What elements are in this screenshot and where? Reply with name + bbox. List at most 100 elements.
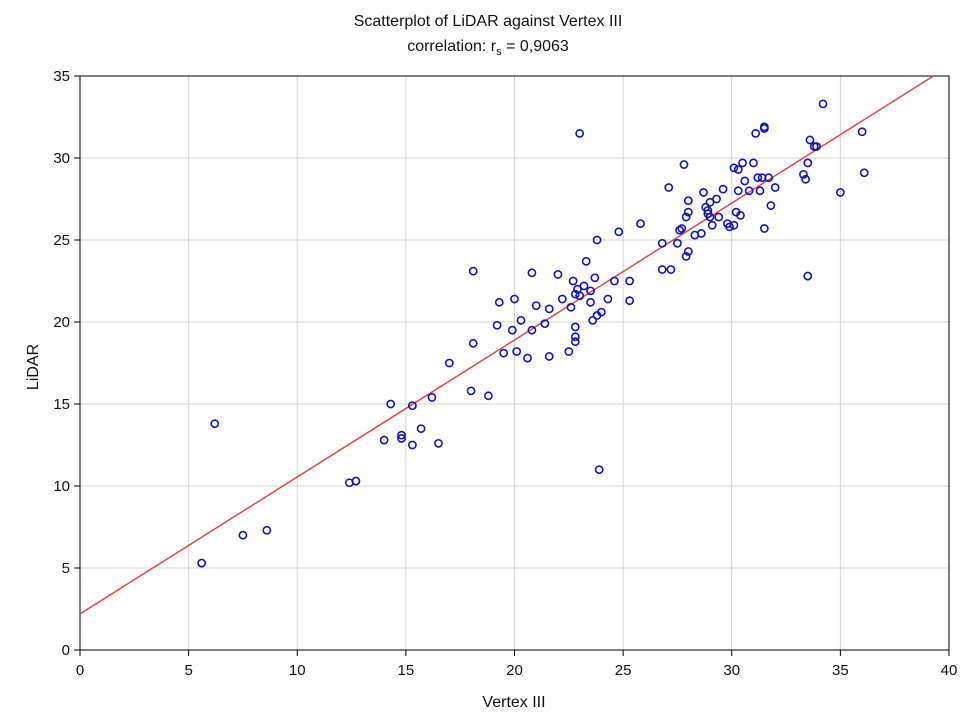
data-point xyxy=(379,435,389,445)
y-tick-label: 30 xyxy=(53,150,70,167)
data-point xyxy=(835,188,845,197)
data-point xyxy=(705,212,715,222)
data-point xyxy=(759,224,769,233)
data-point xyxy=(351,476,361,486)
data-point xyxy=(729,163,739,173)
x-tick-label: 30 xyxy=(723,662,740,679)
fit-line-layer xyxy=(79,75,934,615)
data-point xyxy=(733,165,743,174)
data-point xyxy=(603,294,613,304)
data-point xyxy=(434,438,443,448)
data-point xyxy=(683,207,693,217)
x-axis-label: Vertex III xyxy=(482,694,545,711)
data-point xyxy=(544,352,554,361)
x-tick-label: 25 xyxy=(615,662,632,679)
y-tick-label: 0 xyxy=(62,642,70,659)
data-point xyxy=(581,256,591,266)
data-point xyxy=(586,286,595,296)
y-tick-label: 20 xyxy=(53,314,70,331)
data-point xyxy=(540,319,550,329)
data-point xyxy=(566,302,576,312)
data-point xyxy=(570,322,580,332)
data-point xyxy=(753,173,763,183)
data-point xyxy=(696,229,706,238)
data-point xyxy=(507,325,517,335)
subtitle-suffix: = 0,9063 xyxy=(502,38,569,55)
data-point xyxy=(657,238,667,248)
y-tick-label: 15 xyxy=(53,396,70,413)
subtitle-subscript: s xyxy=(496,46,502,58)
data-point xyxy=(625,276,635,286)
data-point xyxy=(673,238,682,248)
y-tick-label: 25 xyxy=(53,232,70,249)
data-point xyxy=(407,440,417,450)
data-point xyxy=(238,530,248,540)
data-point xyxy=(468,266,478,276)
subtitle-prefix: correlation: r xyxy=(407,38,497,55)
data-point xyxy=(564,347,574,356)
data-point xyxy=(588,315,598,325)
data-point xyxy=(516,315,526,325)
data-point xyxy=(733,186,743,196)
data-point xyxy=(803,271,813,281)
data-point xyxy=(610,276,619,286)
data-point xyxy=(818,99,828,109)
data-point xyxy=(579,281,589,291)
data-point xyxy=(492,320,502,330)
regression-line xyxy=(79,75,934,615)
data-point xyxy=(683,196,693,206)
data-point xyxy=(568,276,578,286)
x-tick-label: 35 xyxy=(832,662,849,679)
x-tick-label: 40 xyxy=(941,662,958,679)
data-point xyxy=(512,347,522,356)
data-point xyxy=(805,135,815,145)
data-point xyxy=(699,188,708,197)
data-point xyxy=(625,296,635,306)
data-point xyxy=(751,128,761,138)
data-point xyxy=(759,122,769,132)
data-point xyxy=(859,168,869,178)
data-point xyxy=(664,183,674,192)
data-point xyxy=(427,393,437,402)
data-point xyxy=(499,348,509,358)
data-point xyxy=(812,142,821,151)
data-point xyxy=(592,235,602,245)
data-point xyxy=(801,174,811,184)
data-point xyxy=(468,338,478,348)
data-point xyxy=(681,251,691,261)
data-point xyxy=(803,158,813,168)
data-point xyxy=(707,220,717,230)
data-point xyxy=(262,525,272,535)
data-point xyxy=(523,353,532,363)
y-tick-label: 35 xyxy=(53,68,70,85)
data-point xyxy=(210,419,220,429)
data-point xyxy=(738,158,748,168)
data-point xyxy=(681,212,691,222)
x-tick-label: 10 xyxy=(289,662,306,679)
tick-labels: 0 5 10 15 20 25 30 35 40 0 5 10 15 20 25 30 35 xyxy=(53,68,957,679)
x-tick-label: 15 xyxy=(398,662,415,679)
chart-subtitle: correlation: rs = 0,9063 xyxy=(407,38,569,58)
data-point xyxy=(666,265,676,274)
data-point xyxy=(494,297,504,307)
chart-title: Scatterplot of LiDAR against Vertex III xyxy=(354,13,623,30)
data-point xyxy=(527,325,537,335)
data-point xyxy=(397,430,406,440)
y-axis-label: LiDAR xyxy=(25,344,42,390)
data-point xyxy=(570,332,580,342)
data-point xyxy=(575,291,585,301)
grid-lines xyxy=(80,76,949,650)
data-point xyxy=(557,294,567,304)
data-point xyxy=(590,273,600,283)
data-point xyxy=(755,186,765,196)
data-point xyxy=(575,128,585,138)
data-point xyxy=(597,307,606,317)
data-point xyxy=(679,160,689,169)
data-point xyxy=(657,265,667,274)
x-tick-label: 5 xyxy=(184,662,192,679)
data-point xyxy=(531,301,541,310)
data-point xyxy=(594,465,604,474)
data-point xyxy=(397,434,406,443)
data-point xyxy=(466,386,476,396)
